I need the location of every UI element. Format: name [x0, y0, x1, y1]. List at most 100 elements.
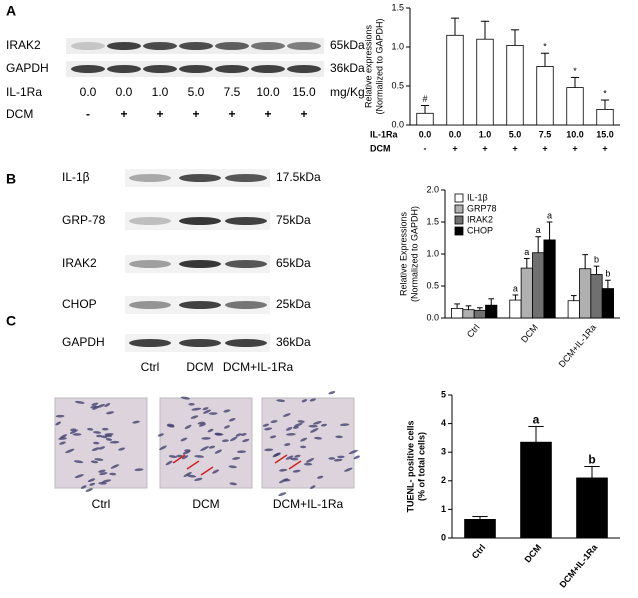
legend-label: GRP78 — [467, 203, 497, 213]
y-tick-label: 1.0 — [391, 41, 404, 51]
nucleus — [194, 477, 203, 482]
nucleus — [165, 460, 173, 466]
dose: 0.0 — [116, 85, 133, 99]
nucleus — [74, 474, 84, 479]
bar — [506, 45, 524, 126]
protein-label: GAPDH — [6, 61, 49, 75]
nucleus — [339, 423, 350, 427]
x-tick-label: + — [602, 143, 607, 153]
nucleus — [92, 405, 100, 410]
band — [215, 65, 249, 73]
nucleus — [221, 439, 229, 443]
y-axis-label: (Normalized to GAPDH) — [374, 18, 384, 114]
x-tick-label: + — [512, 143, 517, 153]
nucleus — [228, 465, 237, 469]
nucleus — [72, 433, 82, 436]
group-sign: + — [300, 107, 307, 121]
bar — [579, 268, 592, 319]
dose-unit: mg/Kg — [330, 85, 365, 99]
nucleus — [101, 479, 112, 483]
bar — [416, 112, 434, 126]
y-tick-label: 1.0 — [426, 248, 439, 258]
nucleus — [118, 447, 126, 451]
band — [129, 174, 171, 182]
bar — [566, 87, 584, 126]
y-axis-label: Relative expressions — [363, 24, 373, 108]
nucleus — [232, 457, 241, 460]
nucleus — [328, 457, 336, 460]
nucleus — [303, 462, 313, 466]
nucleus — [278, 492, 287, 497]
band — [179, 42, 213, 50]
x-tick-label: - — [424, 143, 427, 153]
x-tick-label: 0.0 — [419, 129, 432, 139]
nucleus — [168, 455, 177, 458]
nucleus — [292, 426, 299, 429]
x-tick-label: + — [482, 143, 487, 153]
nucleus — [104, 402, 111, 408]
nucleus — [93, 441, 100, 445]
nucleus — [208, 445, 216, 449]
x-tick-label: + — [452, 143, 457, 153]
legend-label: CHOP — [467, 225, 493, 235]
nucleus — [264, 427, 273, 431]
group-sign: + — [156, 107, 163, 121]
nucleus — [101, 427, 109, 431]
micrograph — [261, 397, 355, 489]
group-sign: + — [264, 107, 271, 121]
panel-letter: B — [6, 171, 16, 187]
band — [71, 42, 105, 50]
y-axis-label: (Normalized to GAPDH) — [409, 206, 419, 302]
nucleus — [333, 458, 343, 462]
significance-marker: a — [536, 225, 541, 235]
nucleus — [285, 455, 294, 460]
size-label: 17.5kDa — [276, 170, 321, 184]
x-tick-label: Ctrl — [470, 542, 488, 560]
arrow — [172, 454, 186, 464]
y-tick-label: 3 — [441, 447, 446, 457]
y-tick-label: 1.5 — [391, 2, 404, 12]
nucleus — [278, 478, 288, 484]
nucleus — [310, 485, 316, 489]
caption: Ctrl — [92, 497, 111, 511]
y-tick-label: 4 — [441, 418, 446, 428]
x-tick-label: 0.0 — [449, 129, 462, 139]
nucleus — [317, 475, 324, 479]
band — [129, 301, 171, 309]
band — [225, 174, 267, 182]
bar — [464, 519, 496, 539]
legend-label: IL-1β — [467, 192, 488, 202]
size-label: 25kDa — [276, 297, 311, 311]
nucleus — [290, 457, 299, 461]
protein-label: IL-1β — [62, 170, 90, 184]
legend-swatch — [454, 215, 464, 225]
nucleus — [110, 464, 120, 469]
bar — [543, 239, 556, 319]
y-tick-label: 1 — [441, 504, 446, 514]
size-label: 36kDa — [276, 335, 311, 349]
nucleus — [190, 415, 199, 419]
nucleus — [270, 420, 278, 423]
nucleus — [134, 468, 144, 472]
nucleus — [65, 448, 75, 454]
nucleus — [159, 445, 167, 451]
caption: DCM+IL-1Ra — [273, 497, 344, 511]
x-tick-label: + — [572, 143, 577, 153]
protein-label: GAPDH — [62, 335, 105, 349]
band — [143, 65, 177, 73]
nucleus — [180, 437, 188, 442]
x-tick-label: 5.0 — [509, 129, 522, 139]
nucleus — [105, 438, 113, 441]
significance-marker: * — [573, 66, 577, 76]
nucleus — [223, 425, 230, 429]
significance-marker: a — [513, 283, 518, 293]
significance-marker: # — [422, 94, 427, 104]
caption: DCM — [192, 497, 219, 511]
nucleus — [284, 443, 291, 446]
nucleus — [132, 420, 140, 424]
nucleus — [337, 455, 345, 459]
bar — [536, 66, 554, 126]
y-axis-label: TUENL- positive cells — [405, 420, 415, 512]
protein-label: GRP-78 — [62, 213, 106, 227]
